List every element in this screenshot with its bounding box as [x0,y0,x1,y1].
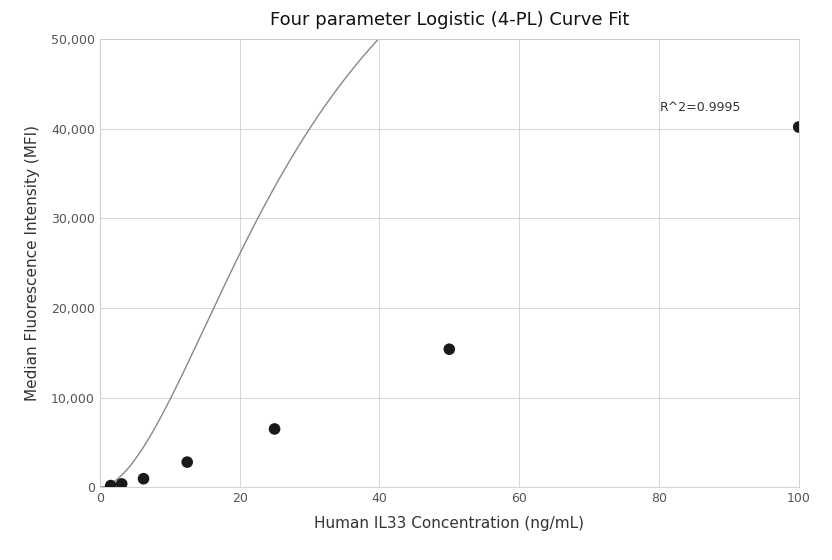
Point [268,424,281,433]
Point [443,345,456,354]
Text: R^2=0.9995: R^2=0.9995 [660,101,741,114]
Point [792,123,805,132]
Point [104,481,117,490]
Point [181,458,194,466]
Point [115,479,128,488]
Y-axis label: Median Fluorescence Intensity (MFI): Median Fluorescence Intensity (MFI) [25,125,40,401]
Point [136,474,151,483]
X-axis label: Human IL33 Concentration (ng/mL): Human IL33 Concentration (ng/mL) [314,516,584,531]
Title: Four parameter Logistic (4-PL) Curve Fit: Four parameter Logistic (4-PL) Curve Fit [270,11,629,29]
